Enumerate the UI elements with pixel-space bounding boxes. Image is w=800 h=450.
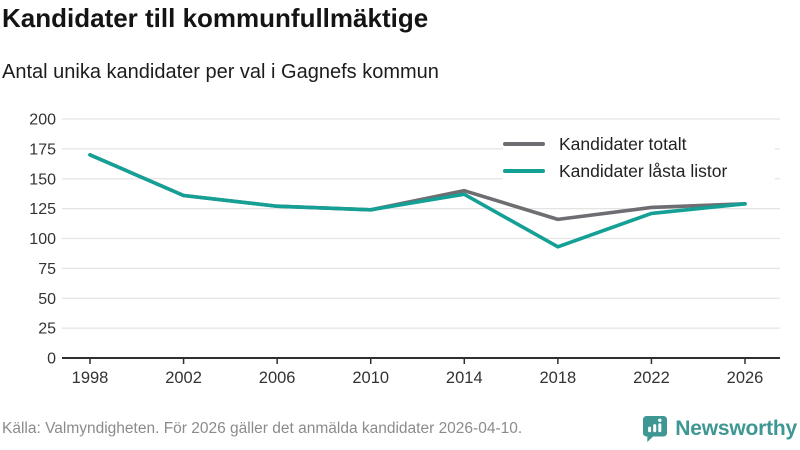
legend-label: Kandidater totalt <box>559 133 687 154</box>
x-tick-label: 1998 <box>72 369 109 387</box>
legend-swatch <box>503 142 545 146</box>
legend-swatch <box>503 169 545 173</box>
source-note: Källa: Valmyndigheten. För 2026 gäller d… <box>2 420 523 437</box>
y-tick-label: 75 <box>38 261 56 278</box>
footer: Källa: Valmyndigheten. För 2026 gäller d… <box>2 412 797 446</box>
x-tick-label: 2022 <box>633 369 670 387</box>
y-tick-label: 150 <box>29 171 56 188</box>
y-tick-label: 200 <box>29 112 56 129</box>
line-chart: 0 25 50 75 100 125 150 175 200 1998 2002 2006 2010 20… <box>29 112 780 387</box>
chart-subtitle: Antal unika kandidater per val i Gagnefs… <box>2 61 439 83</box>
x-tick-label: 2002 <box>165 369 202 387</box>
y-tick-label: 25 <box>38 321 56 338</box>
y-tick-label: 175 <box>29 141 56 158</box>
y-tick-label: 0 <box>47 351 56 368</box>
x-tick-label: 2026 <box>727 369 764 387</box>
y-tick-label: 125 <box>29 201 56 218</box>
x-tick-label: 2018 <box>539 369 576 387</box>
legend-item: Kandidater låsta listor <box>503 160 775 182</box>
newsworthy-icon <box>643 416 668 442</box>
newsworthy-wordmark: Newsworthy <box>675 417 797 440</box>
chart-legend: Kandidater totalt Kandidater låsta listor <box>503 130 775 185</box>
chart-title: Kandidater till kommunfullmäktige <box>2 3 429 33</box>
newsworthy-logo: Newsworthy <box>642 415 797 443</box>
legend-label: Kandidater låsta listor <box>559 160 728 181</box>
x-tick-label: 2010 <box>352 369 389 387</box>
y-tick-label: 100 <box>29 231 56 248</box>
legend-item: Kandidater totalt <box>503 133 775 155</box>
y-tick-label: 50 <box>38 291 56 308</box>
x-tick-label: 2006 <box>259 369 296 387</box>
series-line <box>88 153 747 249</box>
x-tick-label: 2014 <box>446 369 483 387</box>
